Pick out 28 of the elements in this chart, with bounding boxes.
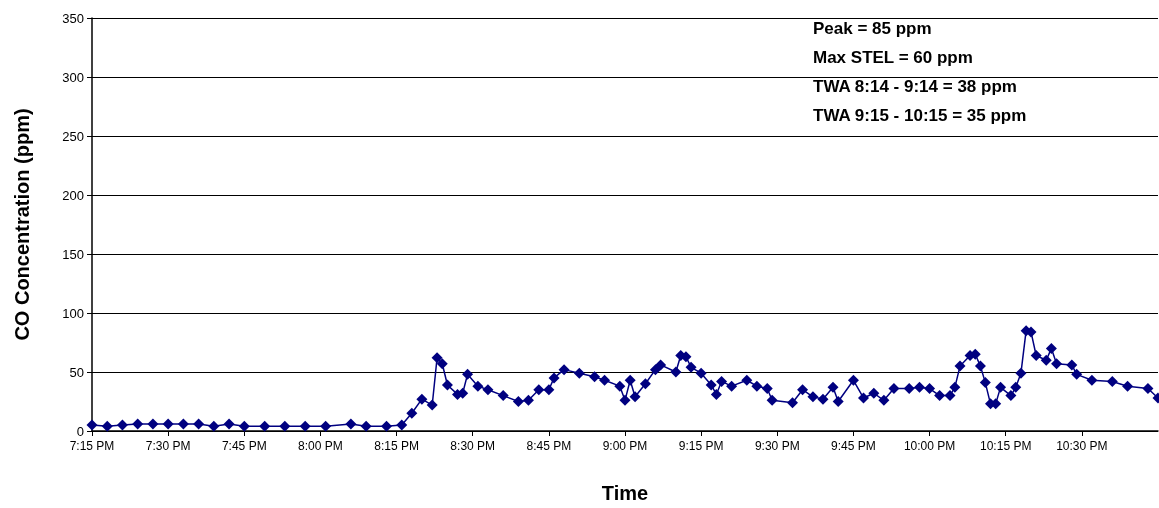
x-tick-label: 7:45 PM xyxy=(221,439,267,453)
x-tick-label: 8:00 PM xyxy=(298,439,343,453)
annotation: TWA 8:14 - 9:14 = 38 ppm xyxy=(813,77,1017,96)
x-tick-label: 7:15 PM xyxy=(69,439,115,453)
x-axis-title: Time xyxy=(601,482,649,504)
y-axis-title: CO Concentration (ppm) xyxy=(11,108,33,341)
x-tick-label: 8:30 PM xyxy=(450,439,496,453)
y-tick-label: 200 xyxy=(62,187,84,203)
y-tick-label: 100 xyxy=(62,305,84,321)
x-tick-label: 9:45 PM xyxy=(831,439,876,453)
y-tick-label: 50 xyxy=(69,364,84,380)
x-tick-label: 9:30 PM xyxy=(754,439,800,453)
x-tick-label: 8:15 PM xyxy=(374,439,419,453)
annotation: TWA 9:15 - 10:15 = 35 ppm xyxy=(813,106,1027,125)
x-tick-label: 10:30 PM xyxy=(1056,439,1108,453)
x-tick-label: 9:15 PM xyxy=(678,439,724,453)
y-tick-label: 250 xyxy=(62,128,84,144)
x-tick-label: 7:30 PM xyxy=(145,439,191,453)
y-tick-label: 150 xyxy=(62,246,84,262)
y-tick-label: 300 xyxy=(62,69,84,85)
x-tick-label: 10:15 PM xyxy=(980,439,1032,453)
y-tick-label: 350 xyxy=(62,10,84,26)
x-tick-label: 10:00 PM xyxy=(903,439,956,453)
annotation: Peak = 85 ppm xyxy=(813,19,932,38)
y-tick-label: 0 xyxy=(76,423,84,439)
x-tick-label: 9:00 PM xyxy=(602,439,648,453)
annotation: Max STEL = 60 ppm xyxy=(813,48,973,67)
x-tick-label: 8:45 PM xyxy=(526,439,572,453)
